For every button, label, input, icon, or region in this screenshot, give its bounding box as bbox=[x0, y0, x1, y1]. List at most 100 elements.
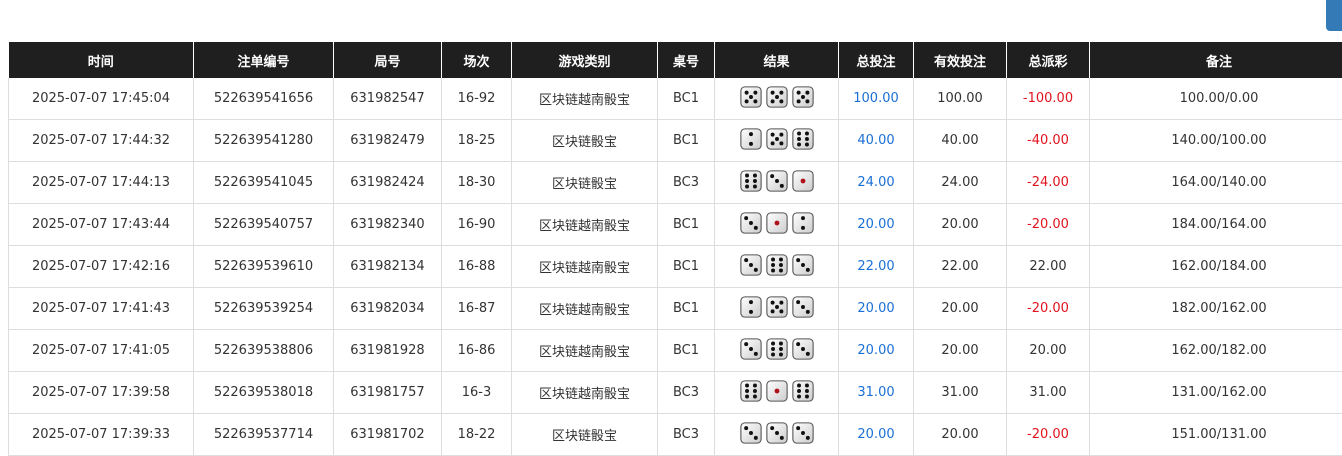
cell-session: 16-3 bbox=[442, 372, 512, 414]
cell-round: 631982547 bbox=[334, 78, 442, 120]
cell-time: 2025-07-07 17:39:33 bbox=[9, 414, 194, 456]
cell-table-no: BC1 bbox=[658, 78, 715, 120]
dice-5-icon bbox=[766, 128, 788, 154]
cell-bet-id: 522639538018 bbox=[194, 372, 334, 414]
cell-round: 631981928 bbox=[334, 330, 442, 372]
cell-valid-bet: 20.00 bbox=[914, 204, 1007, 246]
dice-5-icon bbox=[766, 86, 788, 112]
dice-3-icon bbox=[740, 338, 762, 364]
dice-6-icon bbox=[740, 380, 762, 406]
cell-total-bet: 20.00 bbox=[839, 414, 914, 456]
cell-session: 18-25 bbox=[442, 120, 512, 162]
cell-note: 151.00/131.00 bbox=[1090, 414, 1342, 456]
dice-2-icon bbox=[740, 128, 762, 154]
cell-total-bet: 40.00 bbox=[839, 120, 914, 162]
cell-time: 2025-07-07 17:39:58 bbox=[9, 372, 194, 414]
cell-bet-id: 522639538806 bbox=[194, 330, 334, 372]
cell-session: 16-87 bbox=[442, 288, 512, 330]
cell-note: 140.00/100.00 bbox=[1090, 120, 1342, 162]
cell-total-payout: 20.00 bbox=[1007, 330, 1090, 372]
cell-game-type: 区块链骰宝 bbox=[512, 120, 658, 162]
top-right-button[interactable] bbox=[1326, 0, 1342, 31]
cell-session: 16-92 bbox=[442, 78, 512, 120]
cell-table-no: BC1 bbox=[658, 204, 715, 246]
dice-2-icon bbox=[740, 296, 762, 322]
cell-result bbox=[715, 414, 839, 456]
dice-5-icon bbox=[740, 86, 762, 112]
cell-game-type: 区块链越南骰宝 bbox=[512, 246, 658, 288]
cell-result bbox=[715, 372, 839, 414]
cell-round: 631981702 bbox=[334, 414, 442, 456]
cell-bet-id: 522639539254 bbox=[194, 288, 334, 330]
cell-valid-bet: 40.00 bbox=[914, 120, 1007, 162]
header-total-payout: 总派彩 bbox=[1007, 42, 1090, 78]
cell-game-type: 区块链骰宝 bbox=[512, 414, 658, 456]
dice-5-icon bbox=[766, 296, 788, 322]
cell-round: 631982134 bbox=[334, 246, 442, 288]
cell-total-bet: 100.00 bbox=[839, 78, 914, 120]
cell-result bbox=[715, 120, 839, 162]
cell-result bbox=[715, 204, 839, 246]
cell-note: 162.00/182.00 bbox=[1090, 330, 1342, 372]
cell-table-no: BC3 bbox=[658, 372, 715, 414]
cell-valid-bet: 100.00 bbox=[914, 78, 1007, 120]
cell-result bbox=[715, 288, 839, 330]
cell-game-type: 区块链越南骰宝 bbox=[512, 330, 658, 372]
cell-round: 631982034 bbox=[334, 288, 442, 330]
cell-time: 2025-07-07 17:41:05 bbox=[9, 330, 194, 372]
cell-time: 2025-07-07 17:44:13 bbox=[9, 162, 194, 204]
cell-game-type: 区块链越南骰宝 bbox=[512, 288, 658, 330]
dice-6-icon bbox=[766, 254, 788, 280]
table-header: 时间注单编号局号场次游戏类别桌号结果总投注有效投注总派彩备注 bbox=[9, 42, 1342, 78]
cell-bet-id: 522639541656 bbox=[194, 78, 334, 120]
dice-6-icon bbox=[766, 338, 788, 364]
cell-session: 16-86 bbox=[442, 330, 512, 372]
cell-time: 2025-07-07 17:45:04 bbox=[9, 78, 194, 120]
cell-valid-bet: 24.00 bbox=[914, 162, 1007, 204]
cell-valid-bet: 20.00 bbox=[914, 288, 1007, 330]
header-session: 场次 bbox=[442, 42, 512, 78]
cell-total-payout: -100.00 bbox=[1007, 78, 1090, 120]
cell-session: 16-88 bbox=[442, 246, 512, 288]
cell-time: 2025-07-07 17:42:16 bbox=[9, 246, 194, 288]
cell-result bbox=[715, 162, 839, 204]
cell-time: 2025-07-07 17:43:44 bbox=[9, 204, 194, 246]
cell-session: 18-30 bbox=[442, 162, 512, 204]
cell-total-payout: -40.00 bbox=[1007, 120, 1090, 162]
cell-session: 18-22 bbox=[442, 414, 512, 456]
dice-1-icon bbox=[792, 170, 814, 196]
dice-6-icon bbox=[740, 170, 762, 196]
cell-total-payout: -20.00 bbox=[1007, 204, 1090, 246]
cell-total-bet: 20.00 bbox=[839, 330, 914, 372]
cell-result bbox=[715, 78, 839, 120]
dice-3-icon bbox=[766, 422, 788, 448]
header-valid-bet: 有效投注 bbox=[914, 42, 1007, 78]
cell-valid-bet: 31.00 bbox=[914, 372, 1007, 414]
header-total-bet: 总投注 bbox=[839, 42, 914, 78]
cell-valid-bet: 20.00 bbox=[914, 414, 1007, 456]
dice-3-icon bbox=[740, 254, 762, 280]
dice-1-icon bbox=[766, 380, 788, 406]
cell-total-bet: 20.00 bbox=[839, 288, 914, 330]
dice-2-icon bbox=[792, 212, 814, 238]
cell-game-type: 区块链骰宝 bbox=[512, 162, 658, 204]
cell-note: 162.00/184.00 bbox=[1090, 246, 1342, 288]
cell-table-no: BC3 bbox=[658, 414, 715, 456]
cell-table-no: BC3 bbox=[658, 162, 715, 204]
cell-game-type: 区块链越南骰宝 bbox=[512, 78, 658, 120]
bet-records-table: 时间注单编号局号场次游戏类别桌号结果总投注有效投注总派彩备注 2025-07-0… bbox=[8, 42, 1342, 456]
cell-bet-id: 522639541280 bbox=[194, 120, 334, 162]
cell-time: 2025-07-07 17:41:43 bbox=[9, 288, 194, 330]
cell-total-bet: 24.00 bbox=[839, 162, 914, 204]
cell-total-payout: -24.00 bbox=[1007, 162, 1090, 204]
cell-round: 631981757 bbox=[334, 372, 442, 414]
cell-session: 16-90 bbox=[442, 204, 512, 246]
dice-5-icon bbox=[792, 86, 814, 112]
